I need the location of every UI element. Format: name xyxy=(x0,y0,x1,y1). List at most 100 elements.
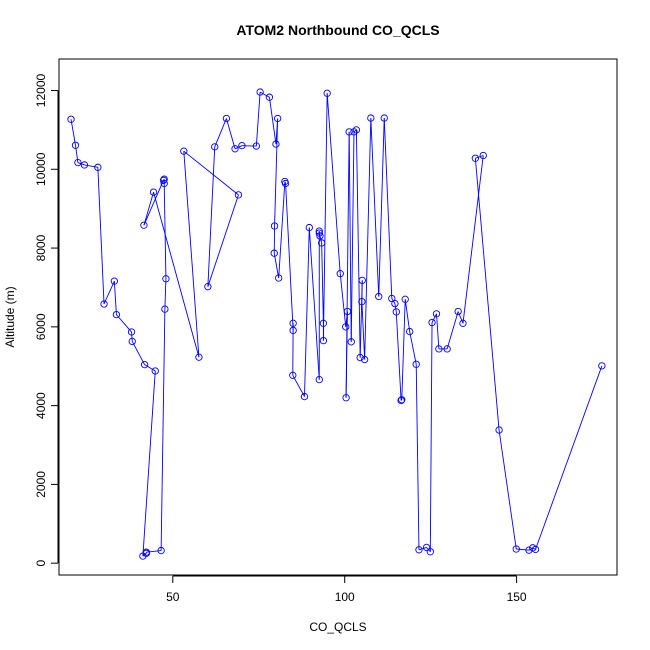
data-point xyxy=(415,546,423,554)
series-segment xyxy=(284,181,286,184)
plot-frame xyxy=(58,58,618,576)
series-segment xyxy=(415,364,420,550)
series-segment xyxy=(144,364,156,372)
data-point xyxy=(422,543,431,552)
data-point xyxy=(157,546,165,555)
series-segment xyxy=(146,550,162,553)
data-point xyxy=(204,283,212,291)
y-axis: 0 2000 4000 6000 8000 10000 12000 xyxy=(34,74,59,567)
series-segment xyxy=(255,92,261,147)
series-segment xyxy=(153,192,200,358)
series-segment xyxy=(339,273,347,327)
series-segment xyxy=(401,299,406,400)
data-point xyxy=(342,323,350,331)
data-point xyxy=(512,545,520,553)
data-point xyxy=(127,328,136,336)
series-segment xyxy=(164,278,167,310)
series-segment xyxy=(322,93,328,341)
data-point xyxy=(74,158,82,167)
series-segment xyxy=(234,145,243,150)
series-segment xyxy=(436,313,440,349)
data-point xyxy=(479,151,487,160)
series-segment xyxy=(345,131,350,398)
series-segment xyxy=(274,118,279,227)
series-segment xyxy=(259,91,270,98)
data-point xyxy=(315,229,323,237)
series-segment xyxy=(446,311,459,350)
data-point xyxy=(270,249,278,257)
data-point xyxy=(256,88,264,96)
series-segment xyxy=(321,242,324,324)
y-tick-label: 10000 xyxy=(34,152,48,186)
series-segment xyxy=(361,301,366,360)
data-point xyxy=(160,175,168,183)
series-segment xyxy=(131,331,133,342)
data-point xyxy=(161,305,169,313)
y-tick-label: 0 xyxy=(34,560,48,567)
series-segment xyxy=(207,146,216,287)
series-segment xyxy=(183,151,200,358)
data-point xyxy=(234,191,243,199)
series-segment xyxy=(532,547,536,550)
data-point xyxy=(252,142,260,150)
series-segment xyxy=(116,314,132,333)
series-segment xyxy=(418,546,427,551)
data-point xyxy=(149,188,158,196)
data-point xyxy=(323,89,331,97)
data-point xyxy=(195,353,203,361)
series-segment xyxy=(308,227,320,380)
series-points xyxy=(67,88,606,560)
y-axis-label: Altitude (m) xyxy=(3,286,17,347)
series-segment xyxy=(268,97,277,145)
series-segment xyxy=(70,119,76,146)
series-segment xyxy=(273,253,280,279)
y-tick-label: 6000 xyxy=(34,313,48,340)
data-point xyxy=(367,114,375,122)
series-segment xyxy=(426,547,431,553)
data-point xyxy=(531,545,540,554)
series-segment xyxy=(378,118,385,297)
chart-title: ATOM2 Northbound CO_QCLS xyxy=(236,22,439,38)
data-point xyxy=(112,310,121,319)
data-point xyxy=(319,336,328,345)
series-segment xyxy=(383,118,393,299)
data-point xyxy=(142,548,150,556)
series-segment xyxy=(355,129,361,358)
data-point xyxy=(274,114,282,123)
series-segment xyxy=(143,180,164,226)
data-point xyxy=(316,232,324,240)
data-point xyxy=(211,143,219,151)
data-point xyxy=(160,179,168,188)
data-point xyxy=(412,360,420,368)
x-tick-label: 100 xyxy=(335,590,355,604)
series-segment xyxy=(364,118,372,360)
series-segment xyxy=(457,311,464,324)
data-point xyxy=(459,319,467,327)
data-point xyxy=(289,371,297,379)
y-tick-label: 12000 xyxy=(34,74,48,108)
series-segment xyxy=(429,322,433,552)
data-point xyxy=(360,355,369,364)
series-segment xyxy=(97,167,105,305)
series-segment xyxy=(431,313,437,323)
x-axis-label: CO_QCLS xyxy=(309,620,366,634)
series-segment xyxy=(160,309,166,551)
data-point xyxy=(238,142,246,150)
series-segment xyxy=(350,131,355,342)
data-point xyxy=(375,292,383,301)
series-segment xyxy=(404,299,411,332)
series-segment xyxy=(348,131,352,342)
series-segment xyxy=(474,158,500,431)
data-point xyxy=(110,277,119,285)
data-point xyxy=(275,274,283,282)
data-point xyxy=(94,163,102,171)
x-tick-label: 50 xyxy=(166,590,180,604)
series-segment xyxy=(394,303,397,312)
data-point xyxy=(345,128,353,136)
series-segment xyxy=(285,183,294,331)
data-point xyxy=(342,394,350,402)
series-segment xyxy=(462,155,484,324)
x-tick-label: 150 xyxy=(507,590,527,604)
series-segment xyxy=(370,118,380,297)
